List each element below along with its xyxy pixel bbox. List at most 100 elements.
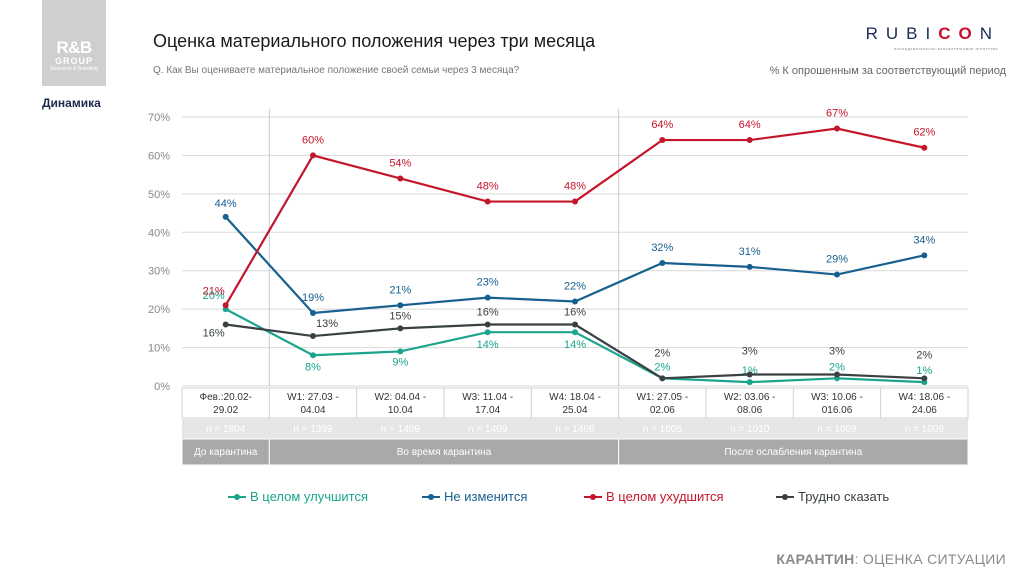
- footer-caption: КАРАНТИН: ОЦЕНКА СИТУАЦИИ: [776, 551, 1006, 567]
- rb-group-logo: R&B GROUP Research & Branding: [42, 0, 106, 86]
- data-point-hard: [572, 321, 578, 328]
- data-label-hard: 13%: [316, 318, 338, 330]
- data-label-same: 21%: [389, 284, 411, 296]
- x-tick-label: W1: 27.05 -: [636, 392, 688, 403]
- brand-part-1: RUBI: [865, 24, 939, 43]
- data-label-hard: 16%: [203, 328, 225, 340]
- sample-size-row: [182, 418, 968, 439]
- period-band: [268, 438, 620, 466]
- data-point-same: [222, 213, 229, 220]
- data-label-hard: 2%: [654, 347, 670, 359]
- sample-size-label: n = 1399: [293, 424, 333, 435]
- data-label-worse: 54%: [389, 157, 411, 169]
- y-tick-label: 70%: [148, 112, 170, 124]
- data-label-improve: 2%: [654, 361, 670, 373]
- data-label-improve: 14%: [477, 339, 499, 351]
- data-point-worse: [834, 125, 840, 132]
- y-tick-label: 50%: [148, 189, 170, 201]
- data-label-worse: 48%: [477, 181, 499, 193]
- data-point-same: [834, 271, 840, 278]
- legend-item-same: Не изменится: [422, 489, 527, 504]
- data-label-worse: 64%: [739, 119, 761, 131]
- data-point-same: [921, 252, 928, 259]
- data-point-same: [484, 294, 491, 301]
- data-point-worse: [659, 137, 666, 144]
- y-tick-label: 60%: [148, 150, 170, 162]
- data-point-worse: [572, 198, 578, 205]
- x-tick-label: 10.04: [388, 405, 413, 416]
- data-label-worse: 64%: [651, 119, 673, 131]
- data-point-hard: [659, 375, 666, 382]
- data-point-same: [572, 298, 578, 305]
- legend-item-worse: В целом ухудшится: [584, 489, 724, 504]
- data-point-worse: [921, 144, 928, 151]
- sample-size-label: n = 1009: [905, 424, 945, 435]
- data-label-worse: 62%: [913, 127, 935, 139]
- data-label-hard: 3%: [829, 345, 845, 357]
- logo-line-3: Research & Branding: [50, 66, 98, 72]
- period-label: После ослабления карантина: [724, 446, 862, 458]
- x-tick-label: 24.06: [912, 405, 937, 416]
- sample-size-label: n = 1409: [381, 424, 421, 435]
- page-title: Оценка материального положения через три…: [153, 31, 596, 51]
- sample-size-label: n = 1010: [730, 424, 770, 435]
- data-label-worse: 60%: [302, 134, 324, 146]
- data-label-hard: 16%: [477, 307, 499, 319]
- x-tick-label: 29.02: [213, 405, 238, 416]
- data-label-worse: 48%: [564, 181, 586, 193]
- footer-bold: КАРАНТИН: [776, 551, 855, 567]
- data-label-same: 29%: [826, 254, 848, 266]
- x-tick-label: 016.06: [822, 405, 853, 416]
- legend-marker: [584, 493, 602, 500]
- x-tick-label: 04.04: [300, 405, 325, 416]
- x-tick-label: 17.04: [475, 405, 500, 416]
- logo-line-2: GROUP: [54, 56, 93, 66]
- x-tick-label: W4: 18.04 -: [549, 392, 601, 403]
- data-label-same: 44%: [215, 198, 237, 210]
- legend-label: Не изменится: [444, 489, 528, 504]
- period-band: [618, 438, 969, 466]
- data-label-worse: 67%: [826, 108, 848, 120]
- sample-size-label: n = 1409: [468, 424, 508, 435]
- data-point-hard: [484, 321, 491, 328]
- data-point-improve: [746, 379, 753, 386]
- footer-rest: : ОЦЕНКА СИТУАЦИИ: [854, 551, 1006, 567]
- data-label-hard: 15%: [389, 310, 411, 322]
- y-tick-label: 20%: [148, 304, 170, 316]
- legend-label: В целом улучшится: [250, 489, 369, 504]
- x-tick-label: W3: 10.06 -: [811, 392, 863, 403]
- x-tick-label: 02.06: [650, 405, 675, 416]
- data-point-worse: [397, 175, 404, 182]
- data-label-same: 22%: [564, 280, 586, 292]
- period-label: Во время карантина: [397, 447, 492, 458]
- brand-part-2: CO: [938, 24, 980, 43]
- x-tick-label: W2: 03.06 -: [724, 392, 776, 403]
- legend-marker: [776, 493, 794, 500]
- sample-size-label: n = 1804: [206, 424, 246, 435]
- data-point-improve: [397, 348, 404, 355]
- data-label-same: 19%: [302, 292, 324, 304]
- data-label-hard: 3%: [742, 345, 758, 357]
- data-label-same: 34%: [913, 234, 935, 246]
- data-label-improve: 8%: [305, 361, 321, 373]
- x-tick-label: Фев.:20.02-: [199, 392, 251, 403]
- data-label-same: 32%: [651, 242, 673, 254]
- base-note: % К опрошенным за соответствующий период: [769, 65, 1006, 77]
- data-label-improve: 9%: [392, 356, 408, 368]
- chart-legend: В целом улучшится Не изменится В целом уху…: [0, 489, 1020, 509]
- x-tick-label: W2: 04.04 -: [374, 392, 426, 403]
- data-label-same: 31%: [739, 246, 761, 258]
- y-tick-label: 40%: [148, 227, 170, 239]
- data-point-improve: [310, 352, 316, 359]
- data-label-improve: 2%: [829, 361, 845, 373]
- brand-subtitle: исследовательско-консалтинговое агентств…: [894, 46, 998, 51]
- data-label-improve: 1%: [916, 365, 932, 377]
- period-band: [181, 438, 270, 466]
- x-tick-label: 08.06: [737, 405, 762, 416]
- legend-item-improve: В целом улучшится: [228, 489, 368, 504]
- x-tick-label: W4: 18.06 -: [898, 392, 950, 403]
- data-point-same: [397, 302, 404, 309]
- rubicon-logo: RUBICON: [866, 24, 1000, 44]
- data-point-worse: [484, 198, 491, 205]
